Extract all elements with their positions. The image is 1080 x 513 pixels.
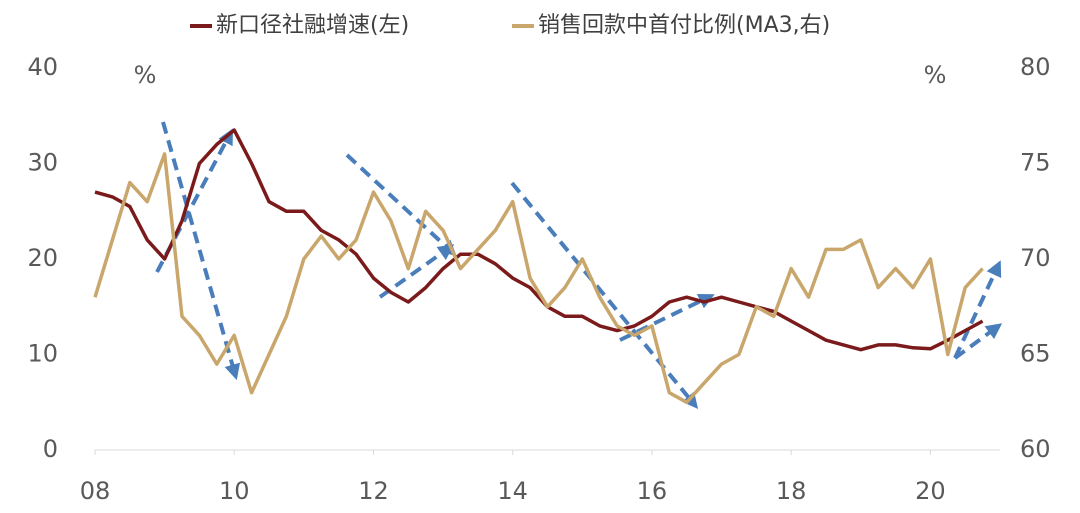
y-tick-label: 10 <box>27 340 58 368</box>
y-tick-label: 40 <box>27 53 58 81</box>
series-line <box>93 152 984 405</box>
y2-tick-label: 60 <box>1020 435 1051 463</box>
x-tick-label: 18 <box>776 477 807 505</box>
x-tick-label: 14 <box>497 477 528 505</box>
y2-tick-label: 80 <box>1020 53 1051 81</box>
y-unit: % <box>134 61 157 89</box>
x-tick-label: 12 <box>358 477 389 505</box>
x-tick-label: 20 <box>915 477 946 505</box>
y-tick-label: 20 <box>27 244 58 272</box>
arrows <box>155 121 1003 409</box>
x-tick-label: 08 <box>80 477 111 505</box>
x-tick-label: 10 <box>219 477 250 505</box>
y2-unit: % <box>924 61 947 89</box>
legend-label: 销售回款中首付比例(MA3,右) <box>538 13 830 38</box>
x-tick-label: 16 <box>637 477 668 505</box>
y2-tick-label: 70 <box>1020 244 1051 272</box>
legend-label: 新口径社融增速(左) <box>216 13 409 38</box>
y-tick-label: 30 <box>27 149 58 177</box>
y-tick-label: 0 <box>43 435 58 463</box>
y2-tick-label: 75 <box>1020 149 1051 177</box>
y2-tick-label: 65 <box>1020 340 1051 368</box>
series-line <box>94 128 984 352</box>
